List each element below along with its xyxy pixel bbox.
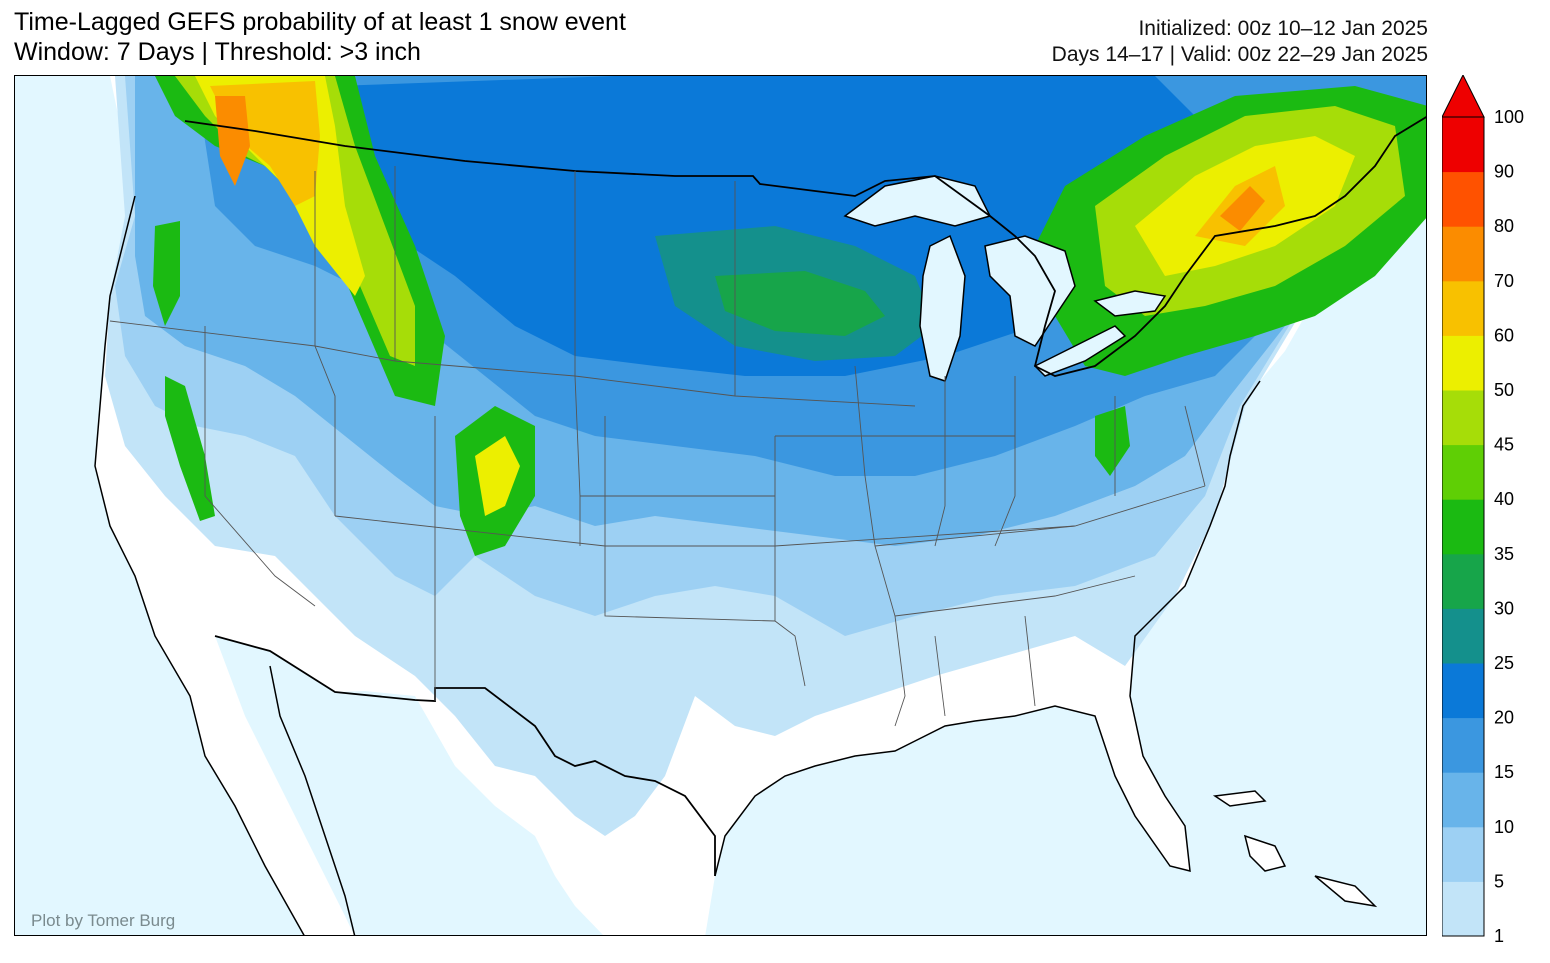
shade-nw-70	[215, 96, 250, 186]
colorbar-swatch-1	[1442, 881, 1484, 937]
credit-label: Plot by Tomer Burg	[31, 911, 175, 930]
colorbar-label-10: 10	[1494, 817, 1514, 837]
canada-border	[184, 116, 1426, 377]
colorbar-swatch-5	[1442, 826, 1484, 882]
shade-app-35	[1095, 406, 1130, 476]
colorbar-swatch-70	[1442, 226, 1484, 282]
caribbean-islands	[1212, 790, 1378, 908]
lake-ontario	[1093, 290, 1167, 317]
shade-cascade-35	[153, 221, 180, 326]
colorbar-label-15: 15	[1494, 762, 1514, 782]
colorbar-label-1: 1	[1494, 926, 1504, 945]
initialized-label: Initialized: 00z 10–12 Jan 2025	[1138, 17, 1428, 40]
colorbar-swatch-45	[1442, 390, 1484, 446]
shade-30	[715, 271, 885, 336]
colorbar-label-25: 25	[1494, 653, 1514, 673]
colorbar-swatch-50	[1442, 335, 1484, 391]
colorbar-label-70: 70	[1494, 271, 1514, 291]
baja-coast	[269, 665, 356, 935]
colorbar-swatch-20	[1442, 663, 1484, 719]
mexico-border	[214, 635, 716, 876]
colorbar-outline	[1442, 116, 1485, 937]
colorbar-label-45: 45	[1494, 435, 1514, 455]
colorbar-swatch-10	[1442, 772, 1484, 828]
shade-ne-70	[1220, 186, 1265, 231]
shade-nw-35	[155, 76, 445, 406]
gulf-coast	[714, 715, 1016, 877]
colorbar-label-80: 80	[1494, 216, 1514, 236]
colorbar-label-30: 30	[1494, 598, 1514, 618]
shade-sierra-35	[165, 376, 215, 521]
colorbar-label-40: 40	[1494, 489, 1514, 509]
valid-label: Days 14–17 | Valid: 00z 22–29 Jan 2025	[1051, 43, 1428, 66]
colorbar-label-20: 20	[1494, 708, 1514, 728]
colorbar-swatch-30	[1442, 553, 1484, 609]
colorbar-swatch-60	[1442, 280, 1484, 336]
map-panel: Plot by Tomer Burg	[14, 75, 1427, 936]
colorbar-label-60: 60	[1494, 325, 1514, 345]
map-subtitle: Window: 7 Days | Threshold: >3 inch	[14, 38, 421, 66]
colorbar-blocks	[1442, 75, 1485, 937]
colorbar-swatch-90	[1442, 117, 1484, 173]
map-title: Time-Lagged GEFS probability of at least…	[14, 8, 626, 36]
colorbar-label-top: 100	[1494, 107, 1524, 127]
colorbar-label-50: 50	[1494, 380, 1514, 400]
florida-coast	[1014, 380, 1261, 872]
colorbar-label-5: 5	[1494, 871, 1504, 891]
colorbar-swatch-35	[1442, 499, 1484, 555]
lake-erie	[1033, 325, 1127, 377]
map-canvas: Plot by Tomer Burg	[31, 76, 1426, 935]
colorbar-label-90: 90	[1494, 162, 1514, 182]
colorbar-swatch-15	[1442, 717, 1484, 773]
state-lines	[109, 166, 1206, 727]
colorbar-label-35: 35	[1494, 544, 1514, 564]
colorbar-swatch-25	[1442, 608, 1484, 664]
colorbar-extend-arrow	[1442, 75, 1485, 118]
coastline	[94, 195, 305, 935]
lake-huron	[984, 235, 1076, 347]
colorbar-swatch-40	[1442, 444, 1484, 500]
shade-nw-45	[175, 76, 415, 366]
shade-rockies-50	[475, 436, 520, 516]
colorbar-swatch-80	[1442, 171, 1484, 227]
